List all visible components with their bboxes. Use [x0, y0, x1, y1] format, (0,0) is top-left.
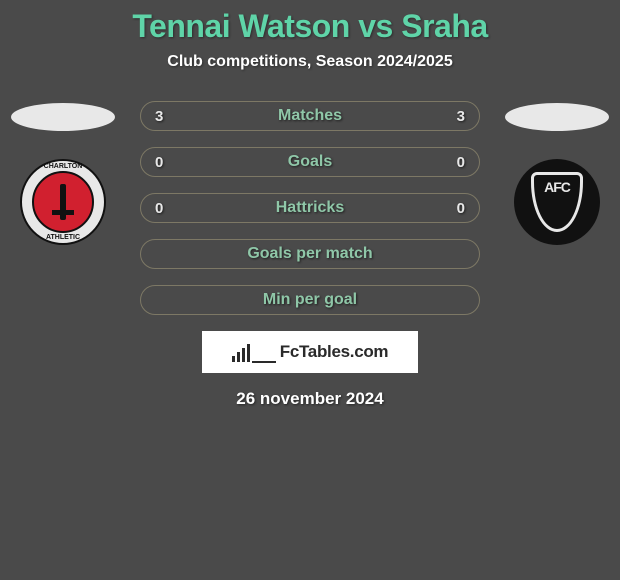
- stat-left-value: 0: [155, 200, 163, 217]
- badge-text-bottom: ATHLETIC: [46, 234, 80, 241]
- stat-label: Min per goal: [141, 291, 479, 309]
- date-line: 26 november 2024: [0, 389, 620, 409]
- stat-label: Goals: [141, 153, 479, 171]
- player-photo-right: [505, 103, 609, 131]
- stat-label: Goals per match: [141, 245, 479, 263]
- brand-text: FcTables.com: [280, 342, 389, 362]
- stat-right-value: 0: [457, 200, 465, 217]
- badge-text-top: CHARLTON: [44, 163, 83, 170]
- player-left: CHARLTON ATHLETIC: [8, 101, 118, 245]
- subtitle: Club competitions, Season 2024/2025: [0, 53, 620, 71]
- player-photo-left: [11, 103, 115, 131]
- club-badge-left: CHARLTON ATHLETIC: [20, 159, 106, 245]
- chart-icon: [232, 342, 276, 362]
- stat-left-value: 0: [155, 154, 163, 171]
- sword-icon: [60, 184, 66, 220]
- stat-right-value: 3: [457, 108, 465, 125]
- club-badge-right: AFC: [514, 159, 600, 245]
- stat-row-matches: 3 Matches 3: [140, 101, 480, 131]
- stat-row-mpg: Min per goal: [140, 285, 480, 315]
- brand-box[interactable]: FcTables.com: [202, 331, 418, 373]
- page-title: Tennai Watson vs Sraha: [0, 0, 620, 45]
- badge-text-afc: AFC: [544, 179, 570, 195]
- stat-row-goals: 0 Goals 0: [140, 147, 480, 177]
- stat-label: Matches: [141, 107, 479, 125]
- stat-label: Hattricks: [141, 199, 479, 217]
- stat-row-gpm: Goals per match: [140, 239, 480, 269]
- stat-right-value: 0: [457, 154, 465, 171]
- shield-icon: AFC: [531, 172, 583, 232]
- player-right: AFC: [502, 101, 612, 245]
- stat-row-hattricks: 0 Hattricks 0: [140, 193, 480, 223]
- stat-left-value: 3: [155, 108, 163, 125]
- stat-rows: 3 Matches 3 0 Goals 0 0 Hattricks 0 Goal…: [140, 101, 480, 315]
- compare-area: CHARLTON ATHLETIC AFC 3 Matches 3 0 Goal…: [0, 101, 620, 409]
